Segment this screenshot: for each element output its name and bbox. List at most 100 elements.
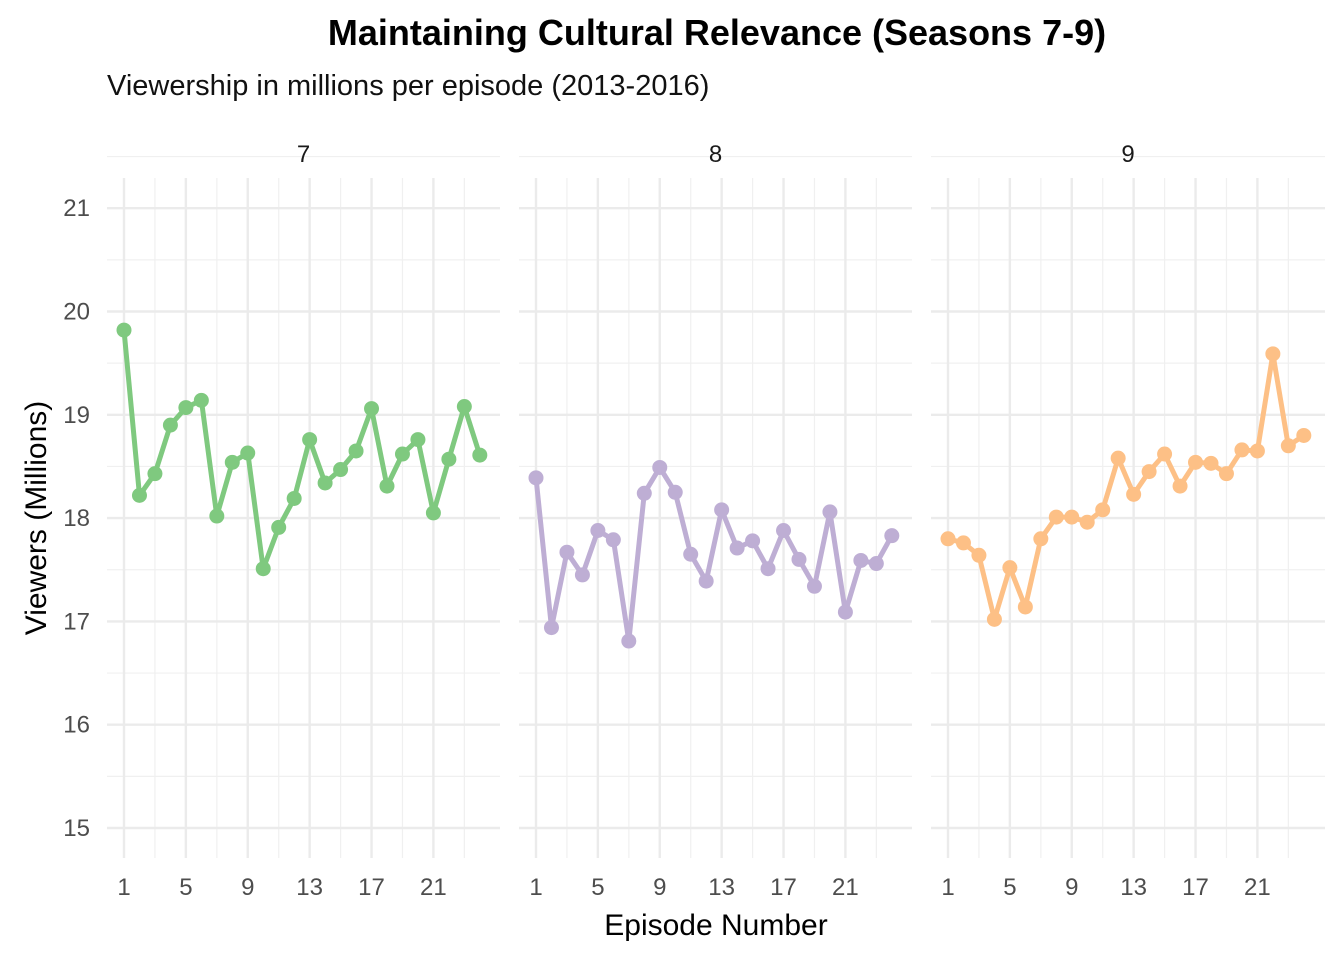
- data-point: [348, 443, 364, 459]
- data-point: [1234, 442, 1250, 458]
- series-line: [945, 351, 1307, 622]
- y-tick-label: 19: [63, 402, 90, 429]
- data-point: [636, 485, 652, 501]
- data-point: [1265, 346, 1281, 362]
- data-point: [760, 561, 776, 577]
- data-point: [853, 552, 869, 568]
- y-tick-label: 20: [63, 299, 90, 326]
- data-point: [240, 445, 256, 461]
- data-point: [178, 400, 194, 416]
- data-point: [364, 401, 380, 417]
- data-point: [884, 528, 900, 544]
- chart-subtitle: Viewership in millions per episode (2013…: [107, 70, 710, 102]
- data-point: [1048, 509, 1064, 525]
- data-point: [224, 454, 240, 470]
- data-point: [806, 578, 822, 594]
- data-point: [1110, 450, 1126, 466]
- data-point: [971, 547, 987, 563]
- data-point: [441, 451, 457, 467]
- series-line: [533, 465, 895, 644]
- y-tick-label: 15: [63, 815, 90, 842]
- facet-label: 9: [1121, 141, 1134, 168]
- x-tick-label: 5: [591, 874, 604, 901]
- data-point: [776, 522, 792, 538]
- data-point: [131, 487, 147, 503]
- data-point: [652, 459, 668, 475]
- data-point: [317, 475, 333, 491]
- data-point: [286, 490, 302, 506]
- data-point: [302, 432, 318, 448]
- y-tick-label: 18: [63, 505, 90, 532]
- x-tick-label: 21: [420, 874, 447, 901]
- data-point: [425, 505, 441, 521]
- x-tick-label: 21: [1244, 874, 1271, 901]
- data-point: [940, 531, 956, 547]
- x-tick-label: 5: [179, 874, 192, 901]
- data-point: [1296, 427, 1312, 443]
- data-point: [745, 533, 761, 549]
- data-point: [147, 466, 163, 482]
- data-point: [986, 611, 1002, 627]
- data-point: [1157, 446, 1173, 462]
- facet-label: 7: [297, 141, 310, 168]
- data-point: [729, 540, 745, 556]
- series-layer: [116, 322, 1312, 649]
- data-point: [255, 561, 271, 577]
- data-point: [955, 535, 971, 551]
- data-point: [1126, 486, 1142, 502]
- data-point: [1002, 560, 1018, 576]
- data-point: [683, 546, 699, 562]
- data-point: [1188, 454, 1204, 470]
- data-point: [410, 432, 426, 448]
- data-point: [379, 478, 395, 494]
- data-point: [472, 447, 488, 463]
- data-point: [1141, 464, 1157, 480]
- y-tick-label: 16: [63, 712, 90, 739]
- data-point: [837, 604, 853, 620]
- data-point: [209, 508, 225, 524]
- data-point: [1095, 502, 1111, 518]
- x-tick-label: 1: [941, 874, 954, 901]
- data-point: [193, 392, 209, 408]
- data-point: [1280, 438, 1296, 454]
- series-line: [121, 327, 483, 572]
- data-point: [621, 633, 637, 649]
- data-point: [1249, 443, 1265, 459]
- data-point: [822, 504, 838, 520]
- x-tick-label: 13: [708, 874, 735, 901]
- data-point: [1172, 478, 1188, 494]
- data-point: [333, 462, 349, 478]
- y-axis-title: Viewers (Millions): [20, 401, 53, 636]
- data-point: [1017, 599, 1033, 615]
- y-tick-label: 21: [63, 195, 90, 222]
- x-tick-label: 1: [117, 874, 130, 901]
- x-tick-label: 13: [1120, 874, 1147, 901]
- data-point: [543, 620, 559, 636]
- data-point: [605, 532, 621, 548]
- data-point: [456, 399, 472, 415]
- x-tick-label: 17: [770, 874, 797, 901]
- data-point: [574, 567, 590, 583]
- data-point: [714, 502, 730, 518]
- data-point: [1203, 455, 1219, 471]
- data-point: [116, 322, 132, 338]
- x-tick-label: 13: [296, 874, 323, 901]
- x-tick-label: 1: [529, 874, 542, 901]
- data-point: [271, 519, 287, 535]
- data-point: [1218, 466, 1234, 482]
- data-point: [1079, 514, 1095, 530]
- data-point: [1064, 509, 1080, 525]
- y-tick-label: 17: [63, 608, 90, 635]
- x-tick-label: 17: [1182, 874, 1209, 901]
- data-point: [698, 573, 714, 589]
- data-point: [559, 544, 575, 560]
- x-axis-title: Episode Number: [604, 909, 827, 942]
- data-point: [394, 446, 410, 462]
- data-point: [590, 522, 606, 538]
- data-point: [1033, 531, 1049, 547]
- x-tick-label: 9: [653, 874, 666, 901]
- x-tick-label: 21: [832, 874, 859, 901]
- x-tick-label: 17: [358, 874, 385, 901]
